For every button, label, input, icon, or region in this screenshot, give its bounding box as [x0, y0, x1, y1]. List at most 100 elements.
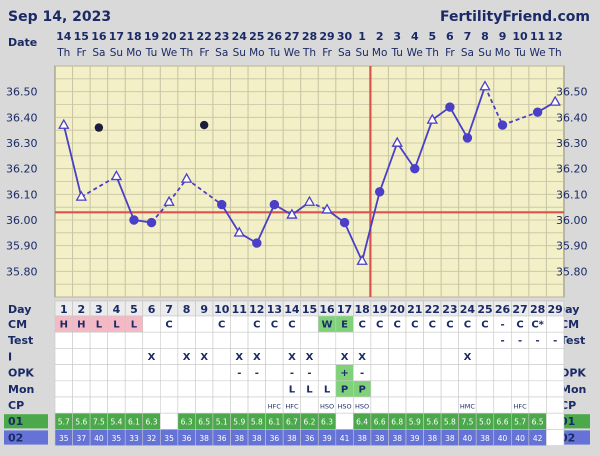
weekday-label: Tu: [390, 47, 402, 59]
temperature-point: [129, 215, 139, 225]
table-cell-value: -: [500, 320, 504, 331]
table-cell-value: P: [341, 384, 348, 395]
table-cell: [370, 396, 389, 414]
weekday-label: Th: [179, 47, 193, 59]
table-cell-value: 40: [515, 434, 525, 443]
table-cell-value: 5.8: [444, 418, 456, 427]
cycle-day-label: 22: [425, 303, 440, 316]
date-label: 4: [411, 30, 419, 43]
table-cell: [54, 396, 73, 414]
table-cell-value: -: [237, 368, 241, 379]
table-cell: [528, 380, 547, 398]
cycle-day-label: 26: [495, 303, 511, 316]
date-label: 3: [393, 30, 401, 43]
table-cell: [54, 380, 73, 398]
table-cell-value: 7.5: [93, 418, 105, 427]
table-cell: [142, 315, 161, 333]
date-label: 26: [267, 30, 283, 43]
table-cell: [107, 331, 126, 349]
date-label: 14: [56, 30, 72, 43]
date-label: 30: [337, 30, 353, 43]
row-label: CP: [8, 399, 24, 412]
row-label-badge: [4, 414, 48, 429]
date-label: 2: [376, 30, 384, 43]
table-cell-value: 5.7: [514, 418, 526, 427]
temperature-point-open: [180, 172, 193, 183]
table-cell-value: C: [253, 320, 260, 331]
cycle-day-label: 24: [460, 303, 476, 316]
table-cell: [388, 331, 407, 349]
table-cell-value: HSO: [338, 403, 352, 411]
cycle-day-label: 28: [530, 303, 545, 316]
table-cell: [54, 348, 73, 365]
table-cell-value: C: [446, 320, 453, 331]
y-tick-label-left: 36.00: [6, 214, 38, 227]
y-tick-label-left: 35.80: [6, 265, 38, 278]
table-cell-value: 35: [164, 434, 174, 443]
table-cell-value: H: [77, 320, 85, 331]
date-label: 9: [499, 30, 507, 43]
table-cell: [440, 364, 459, 382]
table-cell-value: X: [253, 352, 261, 363]
row-label: I: [8, 350, 12, 363]
table-cell: [475, 396, 495, 414]
table-cell: [475, 348, 495, 365]
table-cell: [89, 331, 108, 349]
weekday-label: Fr: [77, 47, 87, 59]
table-cell: [72, 380, 91, 398]
table-cell: [160, 331, 179, 349]
weekday-label: Su: [355, 47, 368, 59]
table-cell-value: C: [165, 320, 172, 331]
table-cell-value: 38: [445, 434, 455, 443]
table-cell-value: 6.1: [128, 418, 140, 427]
table-cell: [405, 396, 424, 414]
table-cell-value: 33: [129, 434, 139, 443]
table-cell-value: X: [183, 352, 191, 363]
row-label: 01: [8, 415, 23, 428]
table-cell-value: -: [518, 336, 522, 347]
row-label-badge-right: [556, 414, 590, 429]
table-cell-value: W: [322, 320, 333, 331]
date-row-label: Date: [8, 36, 37, 49]
table-cell: [546, 412, 565, 430]
table-cell: [142, 380, 161, 398]
table-cell: [440, 380, 459, 398]
cycle-day-label: 16: [319, 303, 335, 316]
date-label: 15: [74, 30, 89, 43]
table-cell-value: +: [340, 368, 348, 379]
table-cell: [195, 331, 214, 349]
table-cell: [423, 348, 442, 365]
cycle-day-label: 20: [390, 303, 406, 316]
table-cell-value: HMC: [460, 403, 475, 411]
weekday-label: Sa: [215, 47, 228, 59]
y-tick-label-left: 36.40: [6, 111, 38, 124]
table-cell: [195, 380, 214, 398]
table-cell: [212, 380, 231, 398]
date-label: 7: [464, 30, 472, 43]
table-cell-value: L: [289, 384, 296, 395]
table-cell: [423, 396, 442, 414]
temperature-segment: [256, 204, 276, 244]
row-label-badge: [4, 430, 48, 445]
table-cell: [300, 315, 319, 333]
table-cell-value: 37: [77, 434, 87, 443]
temperature-segment: [466, 86, 486, 139]
table-cell: [335, 412, 354, 430]
table-cell-value: C*: [531, 320, 544, 331]
weekday-label: We: [407, 47, 423, 59]
temperature-point: [532, 107, 543, 117]
y-tick-label-left: 36.30: [6, 137, 38, 150]
table-cell: [282, 331, 301, 349]
weekday-label: Mo: [372, 47, 387, 59]
table-cell-value: C: [481, 320, 488, 331]
temperature-segment: [220, 204, 241, 234]
table-cell: [475, 364, 495, 382]
date-label: 10: [512, 30, 528, 43]
cycle-day-label: 17: [337, 303, 352, 316]
table-cell-value: 6.1: [268, 418, 280, 427]
table-cell: [317, 364, 337, 382]
table-cell: [475, 380, 495, 398]
weekday-label: Tu: [268, 47, 280, 59]
table-cell-value: 6.2: [304, 418, 316, 427]
table-cell: [458, 364, 477, 382]
